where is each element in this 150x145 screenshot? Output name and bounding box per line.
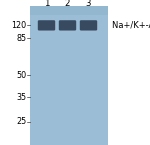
- Text: 120: 120: [11, 21, 26, 30]
- Text: 50: 50: [16, 71, 26, 80]
- Bar: [30, 6, 108, 145]
- Text: 2: 2: [65, 0, 70, 8]
- Bar: [30, 6, 108, 14]
- Text: 1: 1: [44, 0, 49, 8]
- Text: 85: 85: [16, 34, 26, 43]
- FancyBboxPatch shape: [38, 20, 55, 31]
- FancyBboxPatch shape: [80, 20, 97, 31]
- Text: 35: 35: [16, 93, 26, 102]
- Text: 25: 25: [16, 117, 26, 126]
- FancyBboxPatch shape: [59, 20, 76, 31]
- Text: Na+/K+-ATPase α1: Na+/K+-ATPase α1: [112, 21, 150, 30]
- Text: 3: 3: [86, 0, 91, 8]
